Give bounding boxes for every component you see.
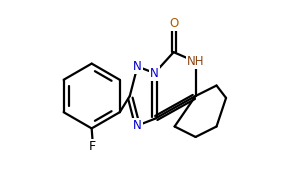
Text: N: N bbox=[150, 67, 159, 80]
Text: F: F bbox=[89, 140, 96, 153]
Text: N: N bbox=[133, 60, 142, 73]
Text: O: O bbox=[169, 17, 178, 30]
Text: N: N bbox=[133, 119, 142, 132]
Text: NH: NH bbox=[187, 55, 204, 68]
